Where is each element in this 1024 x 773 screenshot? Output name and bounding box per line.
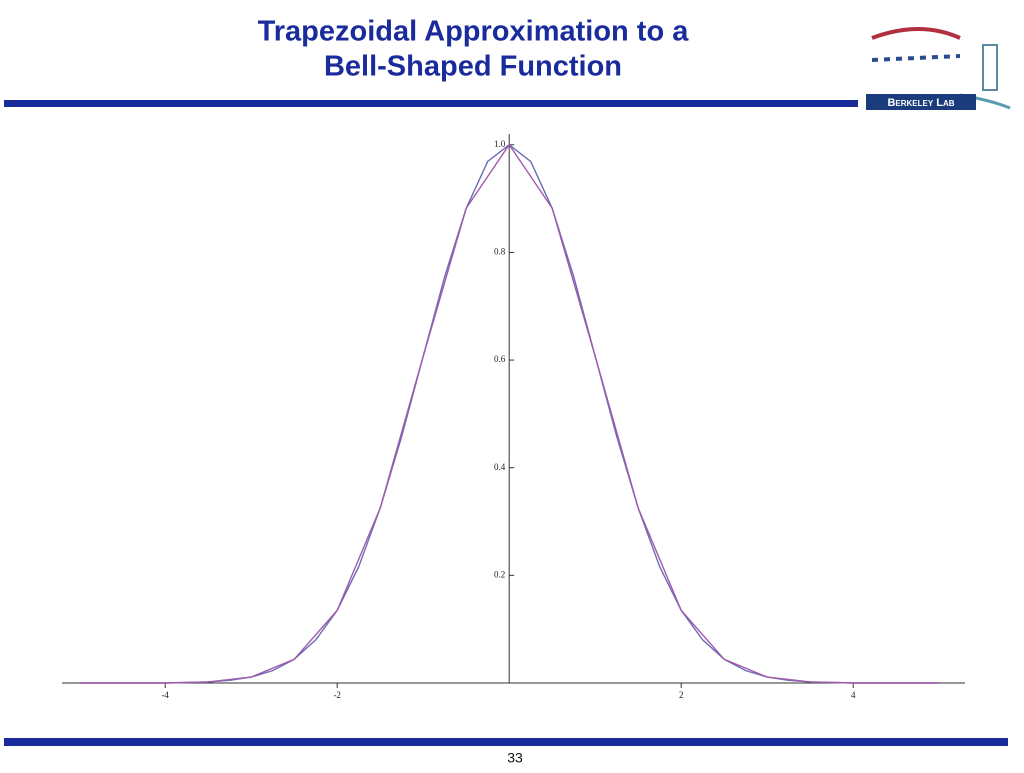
logo-text: Berkeley Lab — [887, 97, 954, 109]
y-tick-label: 0.4 — [494, 462, 506, 472]
footer-rule — [4, 738, 1008, 746]
series-line — [79, 143, 940, 684]
x-tick-label: -2 — [333, 690, 341, 700]
title-line: Bell-Shaped Function — [324, 51, 622, 83]
x-tick-label: 2 — [679, 690, 684, 700]
header-rule — [4, 100, 858, 107]
y-tick-label: 1.0 — [494, 139, 506, 149]
y-tick-label: 0.8 — [494, 246, 506, 256]
logo: Berkeley Lab — [866, 27, 1011, 110]
page-number: 33 — [507, 750, 523, 766]
y-tick-label: 0.6 — [494, 354, 506, 364]
y-tick-label: 0.2 — [494, 569, 505, 579]
title-line: Trapezoidal Approximation to a — [258, 16, 690, 48]
x-tick-label: 4 — [851, 690, 856, 700]
x-tick-label: -4 — [161, 690, 169, 700]
